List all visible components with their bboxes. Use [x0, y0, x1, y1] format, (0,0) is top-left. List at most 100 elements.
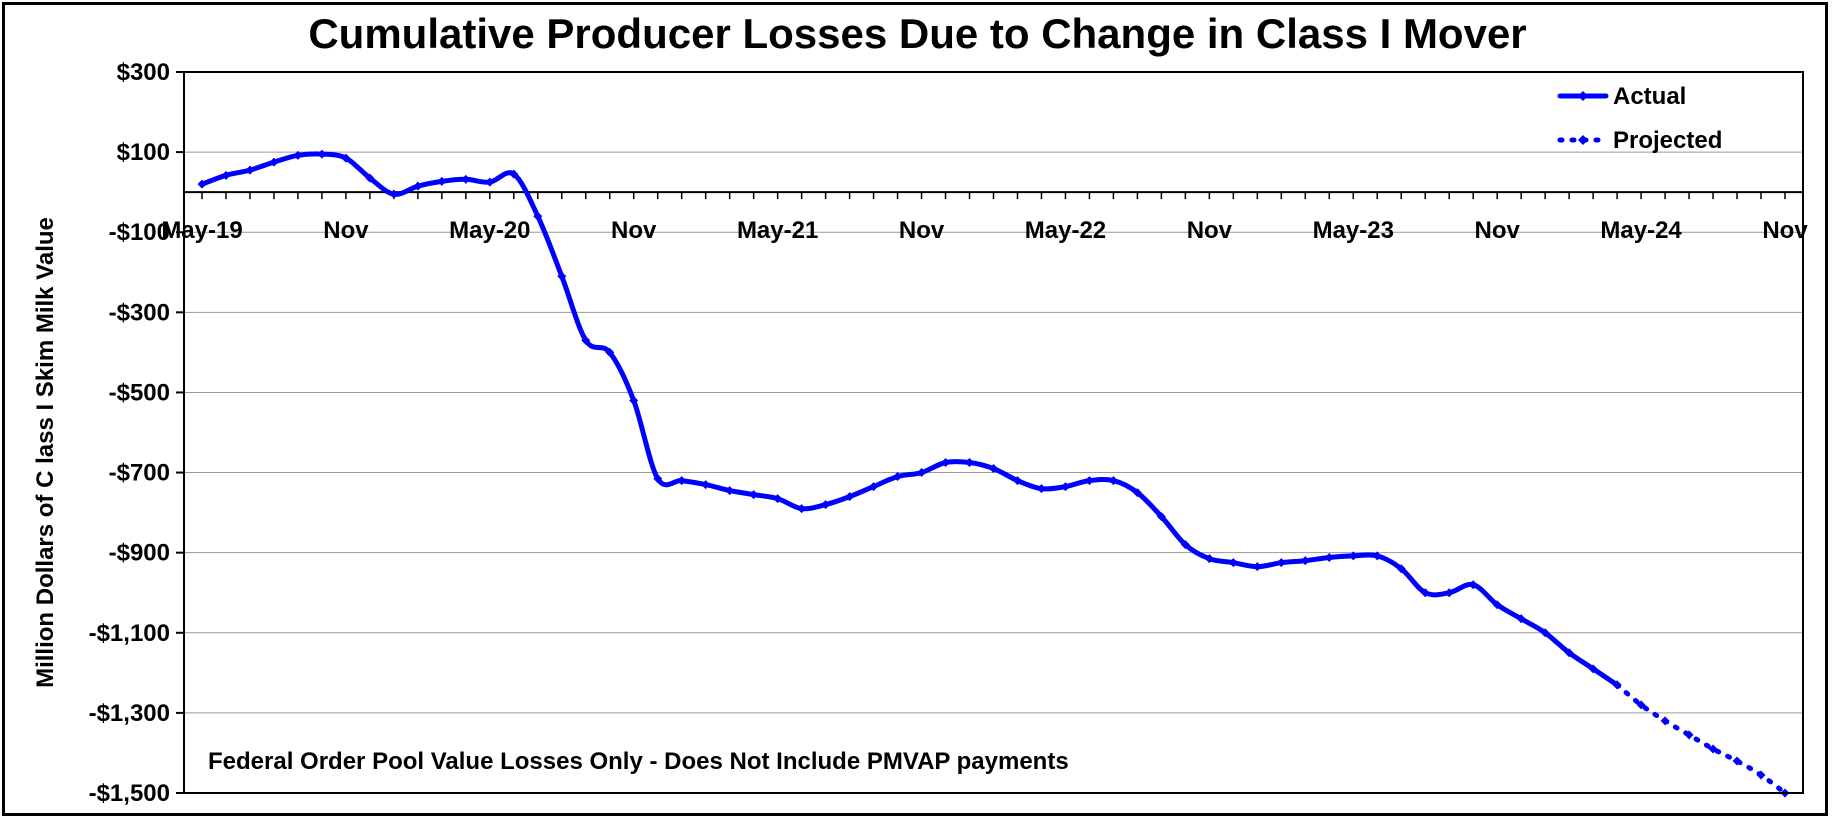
- x-tick-label: Nov: [1475, 217, 1521, 244]
- data-point: [581, 335, 591, 345]
- data-point: [1492, 600, 1502, 610]
- data-point: [1684, 730, 1694, 740]
- y-tick-label: -$500: [109, 379, 170, 406]
- legend-label: Projected: [1613, 127, 1722, 154]
- data-point: [965, 458, 975, 468]
- x-tick-label: Nov: [1762, 217, 1808, 244]
- data-point: [1588, 664, 1598, 674]
- data-point: [1324, 552, 1334, 562]
- data-point: [317, 149, 327, 159]
- data-point: [557, 271, 567, 281]
- gridlines: [184, 151, 1803, 714]
- data-point: [1156, 512, 1166, 522]
- data-point: [1084, 476, 1094, 486]
- data-point: [197, 179, 207, 189]
- x-tick-label: Nov: [899, 217, 945, 244]
- legend-marker: [1578, 91, 1588, 101]
- data-point: [1708, 744, 1718, 754]
- data-point: [1132, 488, 1142, 498]
- chart-title: Cumulative Producer Losses Due to Change…: [308, 10, 1527, 57]
- data-point: [989, 464, 998, 474]
- data-point: [1372, 551, 1382, 561]
- data-point: [485, 177, 495, 187]
- data-point: [629, 395, 639, 405]
- data-point: [1468, 580, 1478, 590]
- data-point: [701, 480, 711, 490]
- legend-item: Actual: [1557, 83, 1686, 110]
- data-point: [293, 150, 303, 160]
- data-point: [509, 169, 519, 179]
- x-tick-label: May-24: [1600, 217, 1682, 244]
- legend-label: Actual: [1613, 83, 1686, 110]
- data-point: [1252, 562, 1262, 572]
- legend-marker: [1578, 135, 1588, 145]
- x-tick-label: Nov: [323, 217, 369, 244]
- y-tick-label: $100: [117, 139, 170, 166]
- data-point: [1732, 756, 1742, 766]
- data-point: [437, 176, 447, 186]
- data-point: [1636, 700, 1646, 710]
- data-point: [893, 472, 903, 482]
- data-point: [1756, 770, 1766, 780]
- data-point: [1660, 716, 1670, 726]
- y-axis-label: Million Dollars of C lass I Skim Milk Va…: [32, 217, 59, 688]
- data-point: [1108, 476, 1118, 486]
- y-tick-label: -$1,300: [89, 700, 170, 727]
- series-actual: [197, 149, 1622, 690]
- data-point: [677, 476, 687, 486]
- data-point: [605, 347, 615, 357]
- data-point: [1444, 588, 1454, 598]
- data-point: [1516, 614, 1526, 624]
- data-point: [1012, 476, 1022, 486]
- annotation-note: Federal Order Pool Value Losses Only - D…: [208, 748, 1069, 775]
- x-tick-label: Nov: [611, 217, 657, 244]
- data-point: [269, 157, 279, 167]
- x-tick-label: May-19: [161, 217, 242, 244]
- y-tick-label: -$900: [109, 540, 170, 567]
- x-tick-label: Nov: [1187, 217, 1233, 244]
- series-projected: [1612, 680, 1790, 798]
- y-tick-label: -$1,500: [89, 780, 170, 807]
- data-point: [1420, 588, 1430, 598]
- data-point: [1300, 556, 1310, 566]
- legend: Actual Projected: [1557, 83, 1722, 154]
- data-point: [533, 211, 543, 221]
- data-point: [749, 490, 759, 500]
- y-tick-label: -$700: [109, 460, 170, 487]
- series-lines: [197, 149, 1790, 798]
- data-point: [1228, 558, 1238, 568]
- data-point: [653, 474, 663, 484]
- data-point: [365, 173, 375, 183]
- x-tick-label: May-21: [737, 217, 818, 244]
- data-point: [221, 170, 231, 180]
- data-point: [821, 500, 831, 510]
- y-axis-ticks: $300 $100 -$100 -$300 -$500 -$700 -$900 -$1,100…: [89, 59, 184, 807]
- x-tick-label: May-23: [1313, 217, 1394, 244]
- x-axis-ticks: May-19 Nov May-20 Nov May-21 Nov May-22 Nov May-…: [161, 217, 1808, 244]
- data-point: [1204, 554, 1214, 564]
- data-point: [941, 458, 951, 468]
- data-point: [1396, 564, 1406, 574]
- data-point: [1348, 551, 1358, 561]
- y-tick-label: $300: [117, 59, 170, 86]
- plot-border: [183, 71, 1804, 794]
- data-point: [725, 486, 735, 496]
- data-point: [1612, 680, 1622, 690]
- data-point: [869, 482, 879, 492]
- legend-item: Projected: [1557, 127, 1722, 154]
- data-point: [389, 189, 399, 199]
- y-tick-label: -$1,100: [89, 620, 170, 647]
- data-point: [845, 492, 855, 502]
- data-point: [917, 468, 927, 478]
- data-point: [461, 174, 471, 184]
- y-tick-label: -$300: [109, 299, 170, 326]
- data-point: [1276, 558, 1286, 568]
- data-point: [1564, 648, 1574, 658]
- zero-axis: [184, 191, 1803, 200]
- data-point: [341, 153, 351, 163]
- y-tick-label: -$100: [109, 219, 170, 246]
- data-point: [1036, 484, 1046, 494]
- data-point: [773, 494, 783, 504]
